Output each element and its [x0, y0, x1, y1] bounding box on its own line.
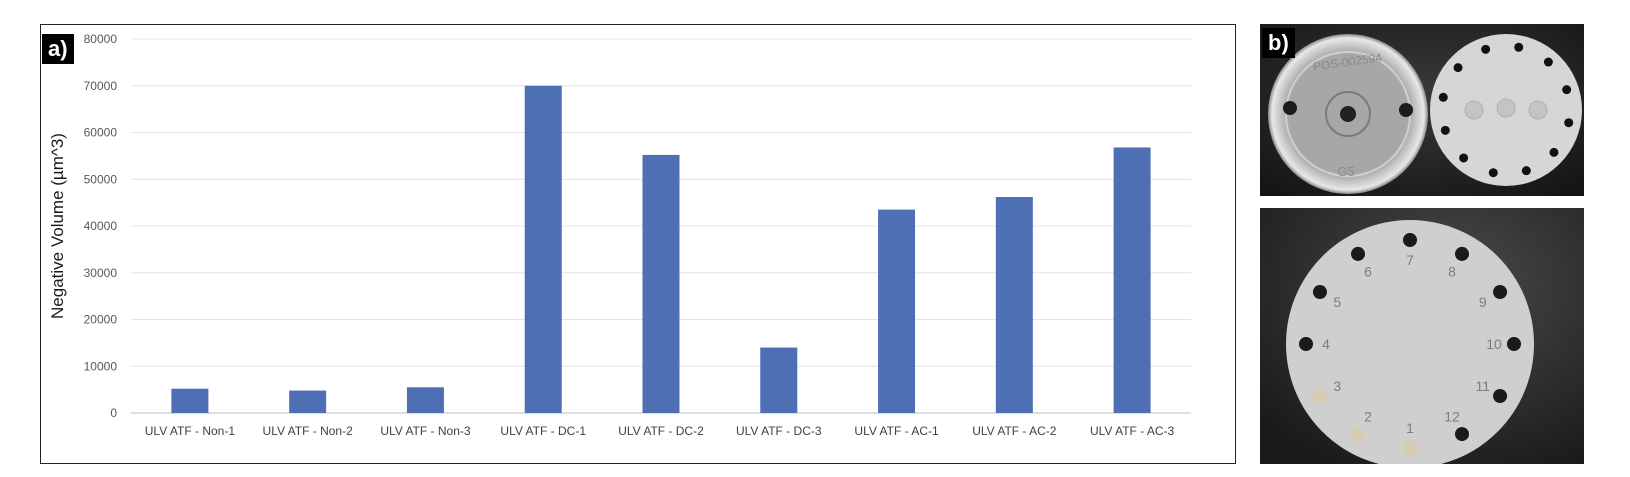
x-tick-label: ULV ATF - DC-2 [618, 424, 704, 438]
sample-hole [1312, 389, 1327, 403]
x-tick-label: ULV ATF - DC-1 [500, 424, 586, 438]
disc-hole [1543, 57, 1553, 67]
sample-hole [1507, 337, 1521, 351]
hole-number: 4 [1322, 336, 1330, 352]
printed-disc-bottom [1286, 220, 1534, 464]
y-axis-label: Negative Volume (µm^3) [48, 133, 67, 319]
disc-hole [1562, 85, 1572, 95]
panel-label-a: a) [42, 34, 74, 64]
y-tick-label: 70000 [84, 79, 118, 93]
photo-discs-top: POS-002594 G5 [1260, 24, 1584, 196]
hole-number: 1 [1406, 420, 1414, 436]
disc-hole [1549, 147, 1559, 157]
sample-hole [1455, 246, 1469, 261]
disc-hole [1481, 44, 1491, 54]
bar [289, 390, 327, 413]
y-tick-label: 60000 [84, 126, 118, 140]
hole-number: 7 [1406, 252, 1414, 268]
sample-hole [1351, 246, 1365, 261]
disc-hole [1488, 168, 1498, 178]
y-tick-label: 30000 [84, 266, 118, 280]
x-tick-label: ULV ATF - AC-3 [1090, 424, 1175, 438]
hole-number: 10 [1486, 336, 1502, 352]
bar [878, 209, 916, 413]
disc-hole [1459, 153, 1469, 163]
disc-hole [1521, 166, 1531, 176]
bar [760, 347, 798, 413]
disc-hole [1440, 125, 1450, 135]
disc-boss [1464, 100, 1484, 120]
disc-hole [1438, 92, 1448, 102]
y-tick-label: 0 [110, 406, 117, 420]
sample-hole [1312, 285, 1327, 299]
hole-number: 8 [1448, 263, 1456, 279]
photo-disc-numbered: 1 2 3 4 5 6 7 8 9 10 11 12 [1260, 208, 1584, 464]
y-tick-label: 40000 [84, 219, 118, 233]
disc-hole [1453, 63, 1463, 73]
hole-number: 5 [1333, 294, 1341, 310]
hole-number: 9 [1479, 294, 1487, 310]
sample-hole [1403, 441, 1417, 455]
bar-chart: 0 10000 20000 30000 40000 50000 60000 70000 8000… [48, 32, 1191, 438]
y-tick-label: 80000 [84, 32, 118, 46]
sample-hole [1403, 233, 1417, 247]
x-tick-label: ULV ATF - Non-1 [145, 424, 236, 438]
bar [406, 387, 444, 413]
hole-number: 3 [1333, 378, 1341, 394]
y-tick-label: 50000 [84, 172, 118, 186]
sample-hole [1493, 389, 1508, 403]
disc-boss [1528, 100, 1548, 120]
sample-hole [1493, 285, 1508, 299]
disc-code: G5 [1337, 164, 1354, 179]
x-tick-label: ULV ATF - DC-3 [736, 424, 822, 438]
hole-number: 6 [1364, 263, 1372, 279]
bar [524, 85, 562, 413]
hole-number: 12 [1444, 409, 1460, 425]
hole-number: 11 [1475, 378, 1490, 394]
x-tick-label: ULV ATF - AC-1 [854, 424, 939, 438]
chart-panel-a: 0 10000 20000 30000 40000 50000 60000 70000 8000… [40, 24, 1236, 464]
hole-number: 2 [1364, 409, 1372, 425]
bar [171, 388, 209, 413]
sample-hole [1455, 427, 1469, 442]
disc-hole [1514, 42, 1524, 52]
x-tick-label: ULV ATF - Non-2 [263, 424, 354, 438]
sample-hole [1299, 337, 1313, 351]
x-tick-label: ULV ATF - AC-2 [972, 424, 1057, 438]
sample-hole [1351, 427, 1365, 442]
disc-boss [1496, 98, 1516, 118]
bar [642, 154, 680, 413]
x-tick-label: ULV ATF - Non-3 [380, 424, 471, 438]
y-tick-label: 10000 [84, 359, 118, 373]
panel-label-b: b) [1262, 28, 1295, 58]
bar [995, 197, 1033, 413]
disc-hole [1564, 118, 1574, 128]
bar [1113, 147, 1151, 413]
y-tick-label: 20000 [84, 313, 118, 327]
